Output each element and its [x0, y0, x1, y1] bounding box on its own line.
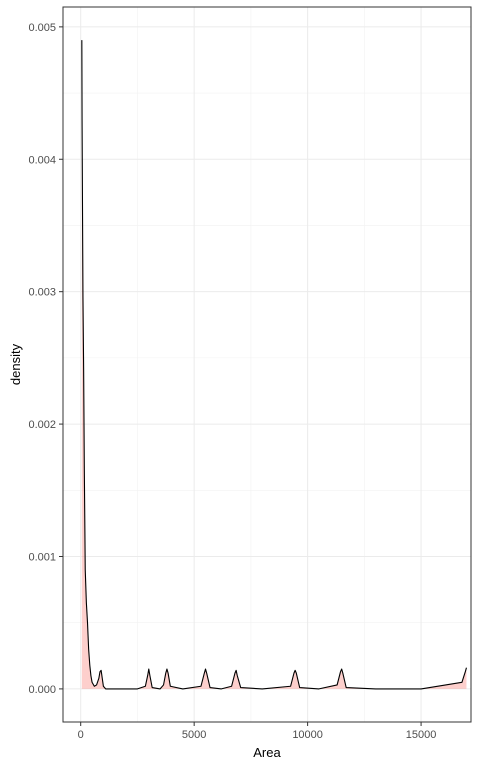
y-tick-label: 0.004 — [28, 154, 56, 166]
y-axis-title: density — [8, 343, 23, 385]
y-axis-ticks: 0.000 0.001 0.002 0.003 0.004 0.005 — [28, 22, 63, 696]
density-curve — [81, 40, 467, 690]
x-tick-label: 10000 — [292, 729, 323, 741]
panel-border — [62, 6, 472, 723]
y-tick-label: 0.002 — [28, 419, 56, 431]
x-tick-label: 15000 — [406, 729, 437, 741]
x-tick-label: 5000 — [182, 729, 206, 741]
y-tick-label: 0.001 — [28, 551, 56, 563]
y-tick-label: 0.005 — [28, 22, 56, 34]
density-line — [81, 40, 467, 690]
y-tick-label: 0.003 — [28, 287, 56, 299]
x-tick-label: 0 — [78, 729, 84, 741]
x-axis-title: Area — [253, 745, 281, 760]
y-tick-label: 0.000 — [28, 684, 56, 696]
x-axis-ticks: 0 5000 10000 15000 — [78, 722, 437, 741]
